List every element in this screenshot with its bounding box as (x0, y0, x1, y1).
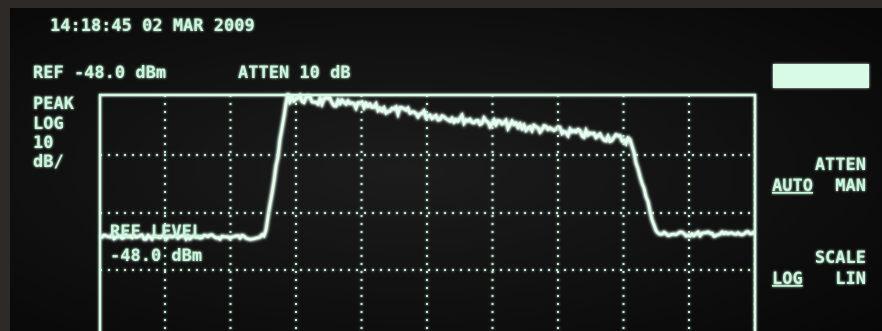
marker-label: REF LEVEL (110, 222, 202, 242)
softkey-title: SCALE (815, 248, 866, 268)
scale-label: dB/ (33, 152, 64, 172)
softkey-option[interactable]: MAN (835, 176, 866, 196)
detector-label: PEAK (33, 94, 75, 114)
timestamp: 14:18:45 02 MAR 2009 (50, 16, 255, 36)
softkey-title: ATTEN (815, 155, 866, 175)
softkey-highlight[interactable] (773, 64, 869, 88)
softkey-option[interactable]: LIN (835, 269, 866, 289)
scale-label: 10 (33, 133, 53, 153)
softkey-option[interactable]: LOG (772, 269, 803, 289)
scale-label: LOG (33, 114, 64, 134)
analyzer-screen: 14:18:45 02 MAR 2009 REF -48.0 dBm ATTEN… (0, 0, 882, 331)
softkey-option[interactable]: AUTO (772, 176, 813, 196)
attenuation: ATTEN 10 dB (238, 63, 351, 83)
reference-level: REF -48.0 dBm (33, 63, 166, 83)
marker-value: -48.0 dBm (110, 246, 202, 266)
display (10, 8, 882, 331)
